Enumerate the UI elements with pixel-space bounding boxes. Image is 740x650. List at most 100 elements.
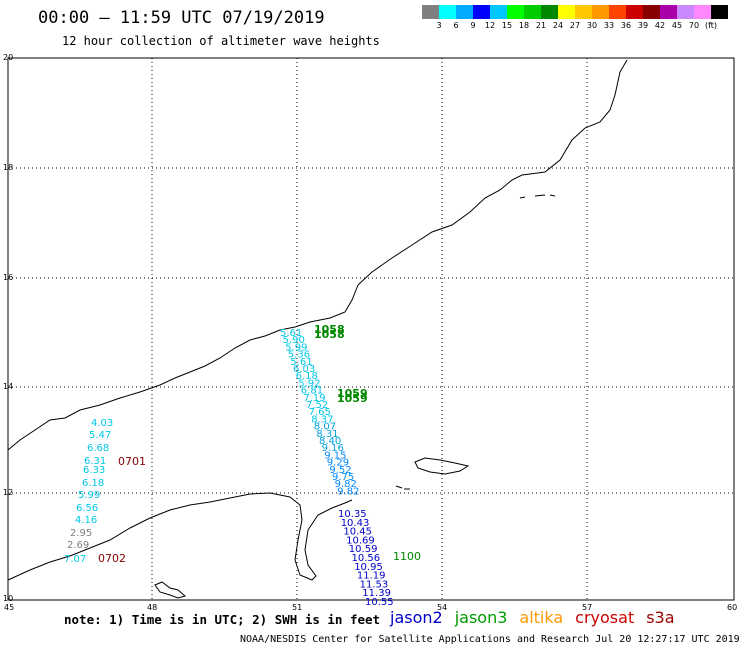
track-west-value: 6.68 [87,443,109,454]
color-legend: 3 6 9 12 15 18 21 24 27 30 33 36 39 42 45 70 (ft) [422,5,728,31]
coastline [7,59,628,599]
legend-swatch [609,5,626,19]
satellite-altika: altika [519,608,564,627]
track-west-value: 4.16 [75,515,97,526]
time-label-1100: 1100 [393,550,421,563]
legend-swatch [456,5,473,19]
track-lower-value: 10.95 [354,562,383,573]
legend-swatch [643,5,660,19]
track-upper-value: 6.03 [293,364,315,375]
lon-tick-54: 54 [437,603,447,612]
time-label-1058b: 1058 [314,328,345,341]
grid-lines [8,58,734,600]
legend-swatch [507,5,524,19]
track-upper-value: 5.36 [288,350,310,361]
legend-label: 9 [470,21,476,30]
track-upper-value: 8.37 [311,414,333,425]
time-label-1058a: 1058 [314,323,345,336]
legend-label: 30 [586,21,598,30]
track-upper-value: 6.18 [296,371,318,382]
legend-label: 42 [654,21,666,30]
legend-swatch [558,5,575,19]
lat-tick-14: 14 [3,382,13,391]
legend-label: 45 [671,21,683,30]
satellite-jason2: jason2 [390,608,443,627]
legend-label: 15 [501,21,513,30]
legend-swatch [439,5,456,19]
legend-swatch [660,5,677,19]
track-lower-value: 10.59 [349,544,378,555]
legend-label: 36 [620,21,632,30]
map-frame [7,57,735,601]
track-upper-value: 6.81 [301,386,323,397]
legend-swatch [524,5,541,19]
track-west-value: 4.03 [91,418,113,429]
wave-height-labels: 5.615.905.995.365.616.036.185.926.817.19… [64,328,394,608]
track-west-value: 6.31 [84,456,106,467]
legend-swatch [592,5,609,19]
track-upper-value: 7.19 [303,393,325,404]
lon-tick-51: 51 [292,603,302,612]
lat-tick-10: 10 [3,594,13,603]
time-labels: 1058 1058 1059 1059 1100 0701 0702 [98,323,421,565]
track-lower-value: 10.69 [346,535,375,546]
track-lower-value: 11.53 [360,579,389,590]
lon-tick-48: 48 [147,603,157,612]
track-lower-value: 10.56 [352,553,381,564]
track-west-value: 5.99 [78,490,100,501]
lon-tick-57: 57 [582,603,592,612]
legend-swatch [711,5,728,19]
track-upper-value: 8.40 [319,436,341,447]
lat-tick-12: 12 [3,488,13,497]
legend-swatch [490,5,507,19]
track-upper-value: 8.31 [316,429,338,440]
track-upper-value: 9.75 [332,472,354,483]
track-lower-value: 11.39 [362,588,391,599]
legend-label: 12 [484,21,496,30]
track-upper-value: 5.99 [285,342,307,353]
time-label-0701: 0701 [118,455,146,468]
legend-swatch [626,5,643,19]
track-upper-value: 5.61 [290,357,312,368]
track-west-value: 5.47 [89,430,111,441]
track-upper-value: 7.52 [306,400,328,411]
legend-label: 3 [436,21,442,30]
footer-note: note: 1) Time is in UTC; 2) SWH is in fe… [64,612,381,627]
track-upper-value: 9.15 [324,450,346,461]
track-upper-value: 8.07 [314,422,336,433]
track-upper-value: 9.82 [337,486,359,497]
legend-label: 33 [603,21,615,30]
legend-swatch [473,5,490,19]
track-upper-value: 9.52 [329,465,351,476]
track-upper-value: 9.82 [335,479,357,490]
track-lower-value: 11.19 [357,571,386,582]
legend-swatch [575,5,592,19]
legend-labels: 3 6 9 12 15 18 21 24 27 30 33 36 39 42 45 70 (ft) [422,19,728,31]
track-upper-value: 5.90 [283,335,305,346]
lon-tick-45: 45 [4,603,14,612]
legend-label: 21 [535,21,547,30]
satellite-jason3: jason3 [454,608,508,627]
axis-labels: 45 48 51 54 57 60 10 12 14 16 18 20 [3,53,737,612]
legend-label: 18 [518,21,530,30]
track-west-value: 7.07 [64,554,86,565]
legend-swatches [422,5,728,19]
track-west-value: 2.69 [67,540,89,551]
track-west-value: 6.18 [82,478,104,489]
track-lower-value: 10.55 [365,597,394,608]
track-lower-value: 10.45 [343,527,372,538]
time-label-1059a: 1059 [337,387,368,400]
satellite-cryosat: cryosat [575,608,635,627]
track-lower-value: 10.35 [338,509,367,520]
lat-tick-20: 20 [3,53,13,62]
satellite-legend: jason2 jason3 altika cryosat s3a [390,608,687,627]
legend-swatch [422,5,439,19]
map-title: 00:00 — 11:59 UTC 07/19/2019 [38,8,325,28]
legend-label: 70 [688,21,700,30]
track-west-value: 2.95 [70,528,92,539]
legend-label: 27 [569,21,581,30]
map-subtitle: 12 hour collection of altimeter wave hei… [62,34,380,48]
lon-tick-60: 60 [727,603,737,612]
satellite-s3a: s3a [646,608,675,627]
track-upper-value: 9.29 [327,458,349,469]
